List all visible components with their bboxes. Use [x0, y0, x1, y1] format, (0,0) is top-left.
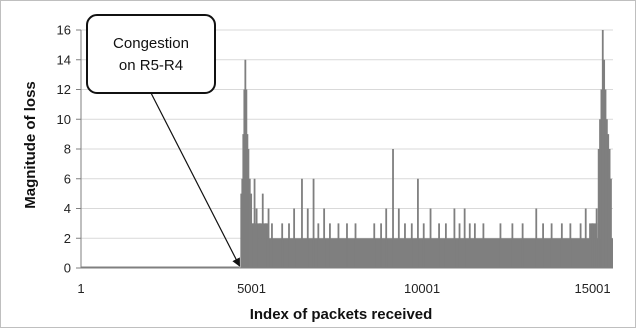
spike-17 [271, 223, 273, 268]
y-tick-label-6: 12 [57, 82, 71, 97]
spike-18 [281, 223, 284, 268]
spike-34 [397, 208, 400, 268]
spike-3 [243, 89, 246, 268]
spike-43 [458, 223, 461, 268]
spike-54 [560, 223, 563, 268]
spike-36 [410, 223, 413, 268]
spike-20 [293, 208, 296, 268]
callout-line-2: on R5-R4 [119, 57, 183, 74]
y-tick-label-4: 8 [64, 142, 71, 157]
spike-40 [438, 223, 440, 268]
spike-41 [444, 223, 447, 268]
x-axis-title: Index of packets received [250, 306, 433, 323]
spike-61 [599, 119, 601, 268]
x-tick-label-0: 1 [77, 281, 84, 296]
spike-31 [380, 223, 382, 268]
spike-23 [312, 178, 315, 268]
spike-55 [569, 223, 572, 268]
spike-59 [595, 208, 598, 268]
x-tick-label-1: 5001 [237, 281, 266, 296]
spike-51 [535, 208, 538, 268]
spike-9 [250, 193, 253, 268]
spike-5 [245, 89, 248, 268]
spike-35 [404, 223, 406, 268]
spike-58 [591, 223, 594, 268]
spike-62 [600, 89, 603, 268]
spike-63 [601, 30, 604, 268]
spike-44 [463, 208, 466, 268]
x-tick-label-3: 15001 [574, 281, 610, 296]
spike-39 [429, 208, 432, 268]
spike-38 [422, 223, 425, 268]
spike-14 [261, 193, 264, 268]
y-tick-label-8: 16 [57, 23, 71, 38]
callout-line-1: Congestion [113, 35, 189, 52]
spike-29 [354, 223, 357, 268]
spike-4 [244, 59, 247, 268]
spike-27 [337, 223, 340, 268]
spike-21 [301, 178, 303, 268]
x-tick-labels: 1 5001 10001 15001 [77, 281, 610, 296]
spike-1 [241, 178, 244, 268]
x-tick-label-2: 10001 [404, 281, 440, 296]
spike-28 [346, 223, 348, 268]
spike-50 [521, 223, 524, 268]
data-bars [81, 30, 613, 268]
spike-25 [323, 208, 326, 268]
y-tick-label-1: 2 [64, 231, 71, 246]
spike-42 [453, 208, 456, 268]
callout-box [86, 14, 216, 94]
y-axis-title: Magnitude of loss [22, 81, 39, 209]
spike-66 [605, 119, 608, 268]
spike-8 [248, 178, 251, 268]
spike-47 [482, 223, 485, 268]
y-tick-label-5: 10 [57, 112, 71, 127]
spike-65 [604, 89, 607, 268]
y-tick-label-0: 0 [64, 261, 71, 276]
spike-12 [255, 208, 258, 268]
spike-13 [259, 223, 261, 268]
spike-53 [550, 223, 553, 268]
spike-48 [499, 223, 502, 268]
spike-22 [306, 208, 309, 268]
spike-69 [610, 178, 612, 268]
spike-11 [253, 178, 256, 268]
spike-30 [373, 223, 376, 268]
spike-0 [240, 193, 243, 268]
spike-10 [252, 223, 255, 268]
spike-26 [329, 223, 331, 268]
spike-57 [584, 208, 587, 268]
spike-16 [267, 208, 270, 268]
spike-32 [385, 208, 388, 268]
spike-46 [473, 223, 476, 268]
y-tick-label-3: 6 [64, 171, 71, 186]
spike-6 [246, 134, 249, 268]
spike-15 [264, 223, 267, 268]
y-tick-labels: 0 2 4 6 8 10 12 14 16 [57, 23, 71, 276]
congestion-callout: Congestion on R5-R4 [86, 14, 241, 267]
baseline-band [241, 238, 613, 268]
spike-7 [247, 149, 250, 268]
spike-45 [468, 223, 471, 268]
spike-68 [608, 149, 611, 268]
callout-arrow [150, 92, 241, 267]
spike-64 [603, 59, 606, 268]
spike-37 [417, 178, 419, 268]
spike-52 [542, 223, 544, 268]
spike-33 [392, 149, 394, 268]
spike-2 [242, 134, 245, 268]
spike-19 [288, 223, 290, 268]
spike-67 [607, 134, 610, 268]
y-tick-label-7: 14 [57, 52, 71, 67]
spike-60 [597, 149, 600, 268]
segment-0 [81, 266, 240, 268]
spike-56 [579, 223, 582, 268]
spike-24 [317, 223, 320, 268]
axes [76, 29, 613, 269]
y-tick-label-2: 4 [64, 201, 71, 216]
spike-49 [511, 223, 514, 268]
